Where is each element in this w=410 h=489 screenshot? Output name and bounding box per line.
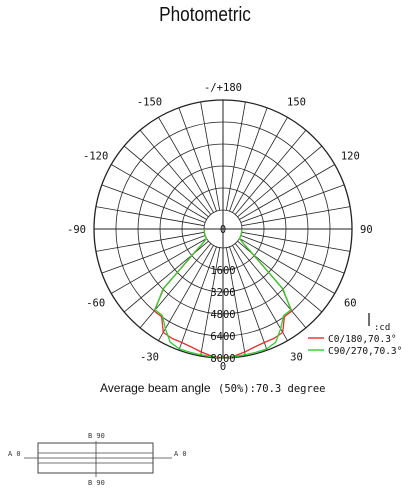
radial-tick-label: 6400 xyxy=(210,331,235,343)
angle-label: -30 xyxy=(140,351,159,363)
polar-spoke xyxy=(200,101,221,211)
polar-spoke xyxy=(225,101,246,211)
polar-spoke xyxy=(241,206,351,227)
chart-title: Photometric xyxy=(159,4,251,26)
angle-label: 90 xyxy=(360,224,373,236)
label-a0-left: A 0 xyxy=(8,450,21,458)
angle-label: -150 xyxy=(137,97,162,109)
angle-label: 150 xyxy=(287,97,306,109)
radial-tick-label: 0 xyxy=(220,224,226,236)
polar-spoke xyxy=(239,238,335,294)
unit-label: :cd xyxy=(374,323,390,333)
polar-spoke xyxy=(95,206,205,227)
polar-spoke xyxy=(237,145,323,218)
angle-label: -120 xyxy=(83,151,108,163)
beam-angle-label: Average beam angle xyxy=(100,381,211,395)
radial-tick-labels: 0 1600 3200 4800 6400 8000 xyxy=(210,224,235,365)
radial-tick-label: 1600 xyxy=(210,265,235,277)
polar-spoke xyxy=(229,107,268,212)
polar-spoke xyxy=(234,243,307,329)
polar-spoke xyxy=(178,107,217,212)
polar-grid xyxy=(93,99,353,359)
legend-entry: C0/180,70.3° xyxy=(328,334,397,345)
beam-angle-value: (50%):70.3 degree xyxy=(218,383,325,395)
intensity-curves xyxy=(153,228,293,359)
polar-spoke xyxy=(200,247,221,357)
angle-labels: -/+180 -150 150 -120 120 -90 90 -60 60 -30 30 0 xyxy=(67,82,373,373)
polar-spoke xyxy=(101,235,206,274)
polar-spoke xyxy=(178,246,217,351)
luminaire-diagram: B 90 B 90 A 0 A 0 xyxy=(8,432,187,487)
polar-spoke xyxy=(95,231,205,252)
polar-spoke xyxy=(232,245,288,341)
label-b90-top: B 90 xyxy=(88,432,105,440)
polar-spoke xyxy=(240,235,345,274)
angle-label: -60 xyxy=(86,298,105,310)
polar-spoke xyxy=(158,117,214,213)
angle-label: 30 xyxy=(290,351,303,363)
polar-spoke xyxy=(232,117,288,213)
radial-tick-label: 4800 xyxy=(210,309,235,321)
polar-spoke xyxy=(229,246,268,351)
polar-spoke xyxy=(111,164,207,220)
radial-tick-label: 3200 xyxy=(210,287,235,299)
angle-label: -/+180 xyxy=(204,82,242,94)
angle-label: 60 xyxy=(344,298,357,310)
legend-entry: C90/270,70.3° xyxy=(328,346,402,357)
angle-label: 120 xyxy=(341,151,360,163)
label-a0-right: A 0 xyxy=(174,450,187,458)
polar-spoke xyxy=(241,231,351,252)
polar-spoke xyxy=(234,129,307,215)
polar-spoke xyxy=(123,145,209,218)
angle-label: 0 xyxy=(220,361,226,373)
polar-spoke xyxy=(239,164,335,220)
angle-label: -90 xyxy=(67,224,86,236)
polar-spoke xyxy=(139,129,212,215)
polar-spoke xyxy=(158,245,214,341)
curve-series-1 xyxy=(154,228,292,359)
polar-spoke xyxy=(225,247,246,357)
polar-spoke xyxy=(139,243,212,329)
radial-tick-label: 8000 xyxy=(210,353,235,365)
polar-spoke xyxy=(111,238,207,294)
polar-spoke xyxy=(101,184,206,223)
polar-spoke xyxy=(240,184,345,223)
label-b90-bottom: B 90 xyxy=(88,479,105,487)
